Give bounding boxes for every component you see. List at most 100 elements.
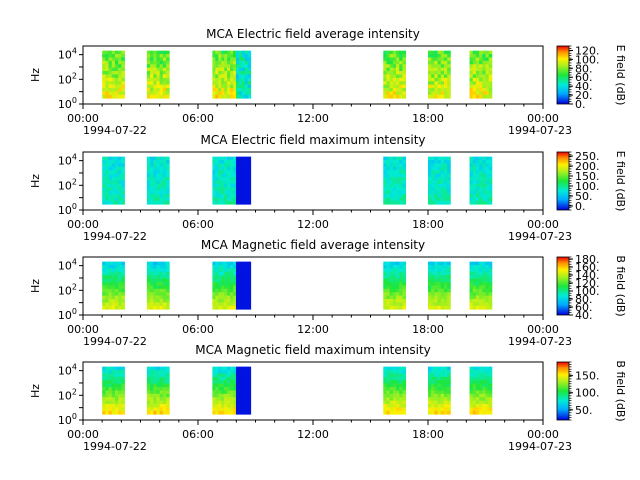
colorbar-tick-label: 40. [575,309,593,322]
x-tick-label: 06:00 [182,428,214,441]
colorbar-tick-label: 150. [575,170,600,183]
colorbar-tick-label: 120. [575,44,600,57]
x-end-date: 1994-07-23 [508,230,572,243]
spectrogram-block [212,261,252,310]
colorbar-tick-label: 80. [575,62,593,75]
panel-title: MCA Magnetic field average intensity [201,238,425,252]
x-tick-label: 06:00 [182,323,214,336]
spectrogram-block [469,156,493,205]
chart-panel-4: MCA Magnetic field maximum intensity 100 1… [29,343,627,453]
spectrogram-block [383,156,407,205]
y-axis-label: Hz [29,174,42,188]
spectrogram-block [428,261,451,310]
colorbar-tick-label: 0. [575,98,586,111]
x-end-date: 1994-07-23 [508,124,572,137]
colorbar-tick-label: 20. [575,89,593,102]
colorbar-label: B field (dB) [614,255,627,316]
x-tick-label: 00:00 [67,218,99,231]
colorbar-tick-label: 60. [575,71,593,84]
colorbar-tick-label: 150. [575,370,600,383]
x-tick-label: 06:00 [182,112,214,125]
spectrogram-block [383,366,407,415]
spectrogram-block [212,366,252,415]
x-tick-label: 12:00 [297,323,329,336]
colorbar-tick-label: 100. [575,180,600,193]
x-tick-label: 18:00 [412,323,444,336]
x-tick-label: 00:00 [527,112,559,125]
spectrogram-block [428,50,451,99]
x-start-date: 1994-07-22 [83,335,147,348]
spectrogram-block [469,261,493,310]
colorbar-tick-label: 50. [575,404,593,417]
x-start-date: 1994-07-22 [83,230,147,243]
colorbar [556,45,570,105]
spectrogram-block [102,366,125,415]
spectrogram-block [146,156,170,205]
y-tick-label: 100 [58,412,77,427]
colorbar-tick-label: 100. [575,387,600,400]
colorbar-label: E field (dB) [614,45,627,106]
colorbar-tick-label: 140. [575,269,600,282]
x-tick-label: 00:00 [67,112,99,125]
x-tick-label: 00:00 [527,323,559,336]
y-axis-label: Hz [29,384,42,398]
spectrogram-block [469,50,493,99]
x-tick-label: 00:00 [527,428,559,441]
x-tick-label: 00:00 [527,218,559,231]
chart-panel-3: MCA Magnetic field average intensity 100 1… [29,238,627,348]
chart-panel-1: MCA Electric field average intensity 100 1… [29,27,627,137]
spectrogram-block [146,366,170,415]
spectrogram-block [102,50,125,99]
x-end-date: 1994-07-23 [508,335,572,348]
x-end-date: 1994-07-23 [508,440,572,453]
x-tick-label: 06:00 [182,218,214,231]
colorbar-tick-label: 160. [575,261,600,274]
x-tick-label: 18:00 [412,218,444,231]
colorbar [556,361,570,421]
spectrogram-block [212,156,252,205]
y-tick-label: 100 [58,307,77,322]
spectrogram-block [383,50,407,99]
spectrogram-block [212,50,252,99]
colorbar-tick-label: 50. [575,190,593,203]
x-start-date: 1994-07-22 [83,440,147,453]
spectrogram-block [383,261,407,310]
chart-panel-2: MCA Electric field maximum intensity 100 1… [29,133,627,243]
colorbar-tick-label: 60. [575,301,593,314]
x-start-date: 1994-07-22 [83,124,147,137]
y-tick-label: 100 [58,96,77,111]
spectrogram-block [428,366,451,415]
y-tick-label: 104 [58,47,77,62]
spectrogram-block [469,366,493,415]
x-tick-label: 12:00 [297,112,329,125]
colorbar-tick-label: 100. [575,53,600,66]
x-tick-label: 12:00 [297,428,329,441]
y-tick-label: 102 [58,387,77,402]
spectrogram-block [146,261,170,310]
y-axis-label: Hz [29,279,42,293]
x-tick-label: 18:00 [412,112,444,125]
colorbar-tick-label: 250. [575,150,600,163]
spectrogram-block [428,156,451,205]
x-tick-label: 00:00 [67,323,99,336]
panel-title: MCA Electric field maximum intensity [200,133,425,147]
x-tick-label: 12:00 [297,218,329,231]
y-tick-label: 102 [58,282,77,297]
spectrogram-block [102,261,125,310]
colorbar [556,151,570,211]
x-tick-label: 18:00 [412,428,444,441]
x-tick-label: 00:00 [67,428,99,441]
y-tick-label: 104 [58,258,77,273]
spectrogram-block [146,50,170,99]
colorbar [556,256,570,316]
y-tick-label: 102 [58,71,77,86]
y-tick-label: 104 [58,153,77,168]
y-tick-label: 100 [58,202,77,217]
colorbar-tick-label: 100. [575,285,600,298]
y-tick-label: 102 [58,177,77,192]
y-axis-label: Hz [29,68,42,82]
colorbar-tick-label: 200. [575,160,600,173]
colorbar-label: E field (dB) [614,151,627,212]
colorbar-tick-label: 40. [575,80,593,93]
colorbar-label: B field (dB) [614,360,627,421]
